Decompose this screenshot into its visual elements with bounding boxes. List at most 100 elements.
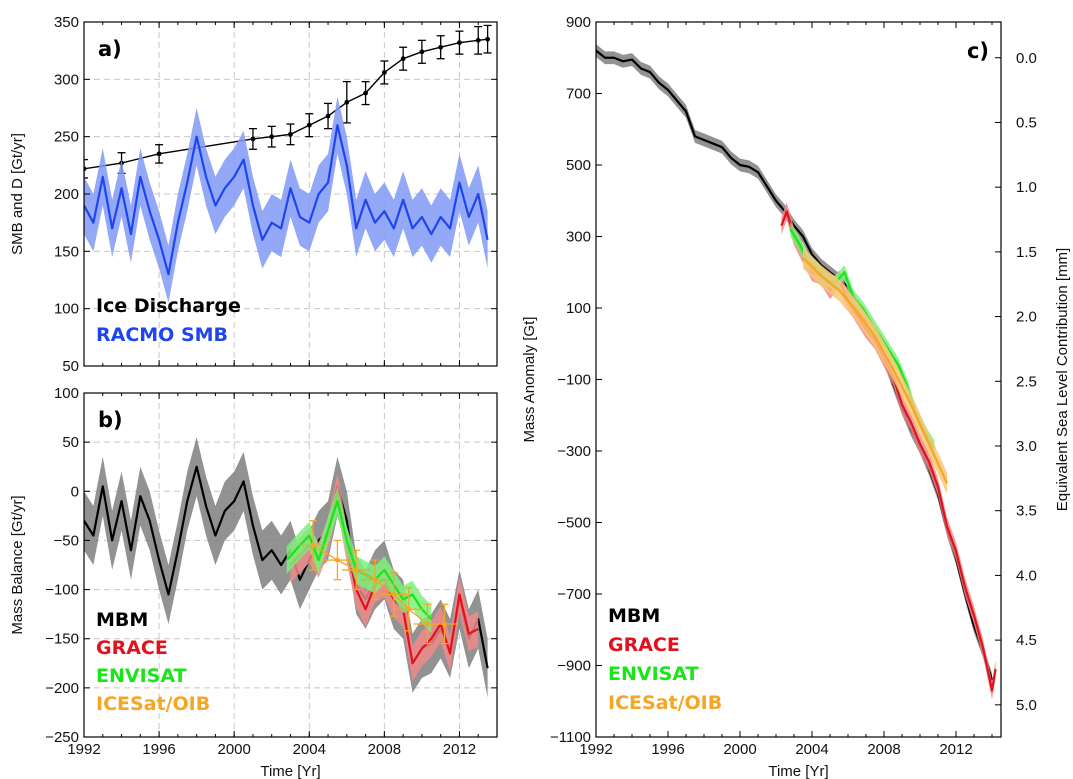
y-tick-label: 500 (566, 157, 591, 174)
y-right-tick-label: 1.0 (1016, 179, 1037, 196)
icesat-oib-line (312, 544, 445, 625)
grace-line (780, 210, 997, 692)
legend-entry-mbm: MBM (96, 609, 148, 631)
x-tick-label: 2004 (795, 741, 828, 758)
y-right-tick-label: 2.0 (1016, 309, 1037, 326)
y-tick-label: 50 (62, 358, 79, 375)
y-right-tick-label: 4.5 (1016, 632, 1037, 649)
y-right-tick-label: 3.5 (1016, 503, 1037, 520)
legend-entry-grace: GRACE (96, 637, 168, 659)
x-tick-label: 1996 (142, 741, 175, 758)
ice-discharge-point (400, 56, 406, 62)
x-tick-label: 2000 (723, 741, 756, 758)
y-tick-label: −100 (45, 582, 79, 599)
y-tick-label: 700 (566, 86, 591, 103)
x-axis-label: Time [Yr] (768, 763, 828, 779)
plot-area (596, 44, 997, 700)
y-tick-label: 100 (566, 300, 591, 317)
icesat-oib-point (442, 621, 447, 627)
y-tick-label: 250 (54, 129, 79, 146)
ice-discharge-point (475, 37, 481, 43)
ice-discharge-line (84, 38, 488, 170)
ice-discharge-point (485, 36, 491, 42)
plot-area (84, 437, 489, 698)
y-right-tick-label: 0.5 (1016, 114, 1037, 131)
y-right-tick-label: 5.0 (1016, 697, 1037, 714)
legend-entry-icesat-oib: ICESat/OIB (608, 692, 722, 714)
ice-discharge-point (306, 122, 312, 128)
panel-label: a) (98, 37, 122, 61)
panel-c-mass-anomaly: 1992 1996 2000 2004 2008 2012 −1100 −900 −700 −50… (521, 14, 1071, 779)
y-tick-label: −300 (557, 443, 591, 460)
x-tick-label: 1992 (579, 741, 612, 758)
y-tick-label: 100 (54, 385, 79, 402)
ice-discharge-point (156, 151, 162, 157)
icesat-oib-point (310, 542, 316, 548)
legend-entry-grace: GRACE (608, 634, 680, 656)
icesat-oib-point (425, 621, 430, 627)
panel-label: b) (98, 408, 123, 432)
x-tick-label: 2008 (368, 741, 401, 758)
ice-discharge-point (438, 44, 444, 50)
y-tick-label: −500 (557, 515, 591, 532)
x-tick-label: 2012 (939, 741, 972, 758)
y-tick-label: −200 (45, 680, 79, 697)
ice-discharge-point (325, 113, 331, 119)
y-axis-label: SMB and D [Gt/yr] (9, 133, 26, 255)
icesat-oib-point (353, 567, 359, 573)
y-tick-label: −250 (45, 729, 79, 746)
y-tick-label: −900 (557, 658, 591, 675)
y-tick-label: −150 (45, 631, 79, 648)
plot-area (84, 24, 492, 303)
y-tick-label: 100 (54, 301, 79, 318)
y-tick-label: −700 (557, 586, 591, 603)
panel-label: c) (967, 39, 989, 63)
ice-discharge-point (344, 99, 350, 105)
legend-entry-envisat: ENVISAT (608, 663, 699, 685)
racmo-smb-line (84, 124, 489, 276)
y-axis-label: Mass Balance [Gt/yr] (9, 495, 26, 634)
legend-entry-mbm: MBM (608, 605, 660, 627)
ice-discharge-point (381, 70, 387, 75)
y-tick-label: −50 (54, 532, 79, 549)
x-tick-label: 2004 (293, 741, 326, 758)
ice-discharge-point (457, 40, 462, 46)
y-tick-label: 900 (566, 14, 591, 31)
y-tick-label: 200 (54, 186, 79, 203)
x-tick-label: 1992 (67, 741, 100, 758)
x-tick-label: 1996 (651, 741, 684, 758)
icesat-oib-point (391, 592, 397, 597)
y-axis-label: Mass Anomaly [Gt] (521, 317, 538, 443)
y-tick-label: 300 (566, 229, 591, 246)
y-tick-label: 0 (71, 483, 79, 500)
ice-discharge-point (363, 90, 368, 96)
ice-discharge-point (288, 131, 293, 137)
mbm-line (596, 49, 994, 681)
y-tick-label: 150 (54, 243, 79, 260)
panel-b-mass-balance: 1992 1996 2000 2004 2008 2012 −250 −200 −150 −100… (9, 385, 498, 779)
y-right-tick-label: 3.0 (1016, 438, 1037, 455)
ice-discharge-point (269, 134, 275, 140)
y-tick-label: 50 (62, 434, 79, 451)
x-axis-label: Time [Yr] (260, 763, 320, 779)
ice-discharge-point (419, 49, 425, 55)
legend-entry-racmo-smb: RACMO SMB (96, 324, 228, 346)
y-right-tick-label: 0.0 (1016, 50, 1037, 67)
legend-entry-ice-discharge: Ice Discharge (96, 295, 241, 317)
mbm-uncertainty-band (596, 44, 992, 687)
icesat-oib-point (372, 577, 378, 583)
y-tick-label: −1100 (550, 729, 591, 746)
y-right-tick-label: 4.0 (1016, 567, 1037, 584)
icesat-oib-point (406, 606, 412, 612)
y-right-axis-label: Equivalent Sea Level Contribution [mm] (1054, 248, 1071, 511)
axes-frame (595, 21, 1002, 738)
icesat-oib-line (802, 257, 949, 484)
y-tick-label: −100 (557, 372, 591, 389)
y-tick-label: 300 (54, 71, 79, 88)
x-tick-label: 2008 (867, 741, 900, 758)
y-right-tick-label: 2.5 (1016, 373, 1037, 390)
x-tick-label: 2000 (217, 741, 250, 758)
y-tick-label: 350 (54, 14, 79, 31)
racmo-smb-uncertainty-band (84, 96, 488, 303)
